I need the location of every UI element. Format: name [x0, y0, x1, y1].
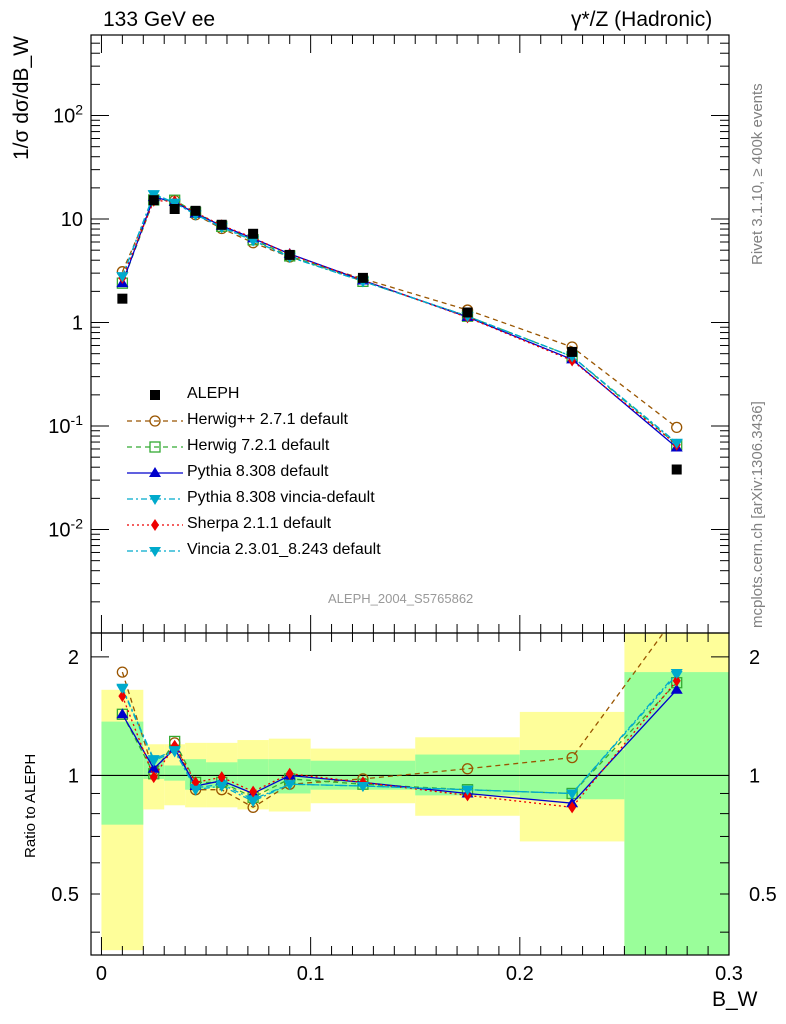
analysis-tag: ALEPH_2004_S5765862: [328, 591, 474, 606]
legend-marker: [149, 547, 161, 557]
x-tick-label: 0: [96, 963, 107, 985]
ratio-point: [672, 674, 681, 687]
ratio-line: [121, 674, 678, 801]
inner-band-bin: [624, 672, 729, 955]
series-point: [247, 236, 260, 247]
series-line: [121, 199, 678, 446]
inner-band-bin: [164, 765, 186, 781]
ratio-y-tick-label-right: 1: [749, 765, 760, 787]
y-tick-label: 10-2: [48, 516, 83, 542]
legend-entry-vincia: Vincia 2.3.01_8.243 default: [187, 541, 381, 558]
ratio-point: [217, 771, 226, 784]
legend-entry-aleph: ALEPH: [187, 385, 240, 402]
y-tick-label: 10-1: [48, 412, 83, 438]
legend-marker: [149, 415, 161, 427]
data-point: [216, 219, 227, 230]
legend-marker: [149, 441, 161, 453]
data-point: [169, 203, 180, 214]
inner-band-bin: [237, 759, 269, 790]
ratio-frame: [90, 632, 730, 956]
legend-marker-aleph: [150, 390, 160, 400]
ratio-y-axis-label: Ratio to ALEPH: [22, 753, 39, 858]
legend-entry-herwigpp: Herwig++ 2.7.1 default: [187, 411, 348, 428]
ratio-y-tick-label: 1: [68, 765, 79, 787]
main-y-axis-label: 1/σ dσ/dB_W: [10, 36, 33, 160]
legend-marker: [151, 519, 159, 531]
legend-markers: [127, 390, 183, 557]
series-point: [168, 198, 181, 209]
ratio-point: [566, 789, 579, 800]
data-point: [567, 346, 578, 357]
ratio-y-tick-label: 2: [68, 647, 79, 669]
ratio-y-tick-label-right: 0.5: [749, 884, 777, 906]
header-left-label: 133 GeV ee: [103, 8, 216, 31]
legend-entry-herwig7: Herwig 7.2.1 default: [187, 437, 330, 454]
series-point: [116, 272, 129, 283]
inner-band-bin: [101, 721, 144, 825]
data-point: [671, 464, 682, 475]
x-tick-label: 0.3: [715, 963, 743, 985]
ratio-y-tick-label: 0.5: [51, 884, 79, 906]
y-tick-label: 10: [61, 209, 83, 231]
ratio-point: [285, 767, 294, 780]
y-tick-label: 1: [72, 313, 83, 335]
data-point: [462, 307, 473, 318]
series-point: [147, 190, 160, 201]
series-line: [121, 196, 678, 448]
ratio-plot-axes: 0.5 0.5 1 1 2 2 0 0.1 0.2 0.3: [51, 632, 777, 985]
series-line: [121, 200, 678, 446]
data-point: [190, 205, 201, 216]
ratio-point: [461, 785, 474, 796]
ratio-point: [189, 785, 202, 796]
y-tick-label: 102: [53, 102, 83, 128]
ratio-point: [147, 755, 160, 766]
ratio-y-tick-label-right: 2: [749, 647, 760, 669]
mcplots-reference-text: mcplots.cern.ch [arXiv:1306.3436]: [749, 401, 766, 628]
data-point: [248, 228, 259, 239]
ratio-point: [670, 669, 683, 680]
ratio-line: [121, 672, 678, 802]
ratio-point: [116, 666, 129, 678]
series-point: [671, 421, 683, 434]
ratio-point: [356, 782, 369, 793]
rivet-version-text: Rivet 3.1.10, ≥ 400k events: [749, 83, 766, 265]
x-tick-label: 0.2: [506, 963, 534, 985]
series-line: [121, 193, 678, 444]
data-point: [148, 195, 159, 206]
ratio-point: [670, 683, 683, 694]
ratio-point: [283, 780, 296, 791]
main-plot-series: [116, 190, 683, 475]
legend-entry-pythia8-vincia: Pythia 8.308 vincia-default: [187, 489, 375, 506]
data-point: [357, 272, 368, 283]
x-tick-label: 0.1: [297, 963, 325, 985]
series-line: [121, 193, 678, 444]
legend-entry-sherpa: Sherpa 2.1.1 default: [187, 515, 332, 532]
main-plot-axes: 10-2 10-1 1 10 102: [48, 34, 730, 634]
data-point: [284, 249, 295, 260]
ratio-point: [249, 785, 258, 798]
data-point: [117, 293, 128, 304]
legend-entry-pythia8: Pythia 8.308 default: [187, 463, 329, 480]
legend-marker: [149, 467, 161, 477]
series-point: [670, 438, 683, 449]
header-right-label: γ*/Z (Hadronic): [571, 8, 713, 31]
ratio-point: [116, 708, 129, 719]
ratio-point: [215, 782, 228, 793]
legend-marker: [149, 495, 161, 505]
ratio-plot-series: [116, 632, 683, 814]
ratio-line: [121, 682, 678, 799]
x-axis-label: B_W: [712, 988, 758, 1011]
